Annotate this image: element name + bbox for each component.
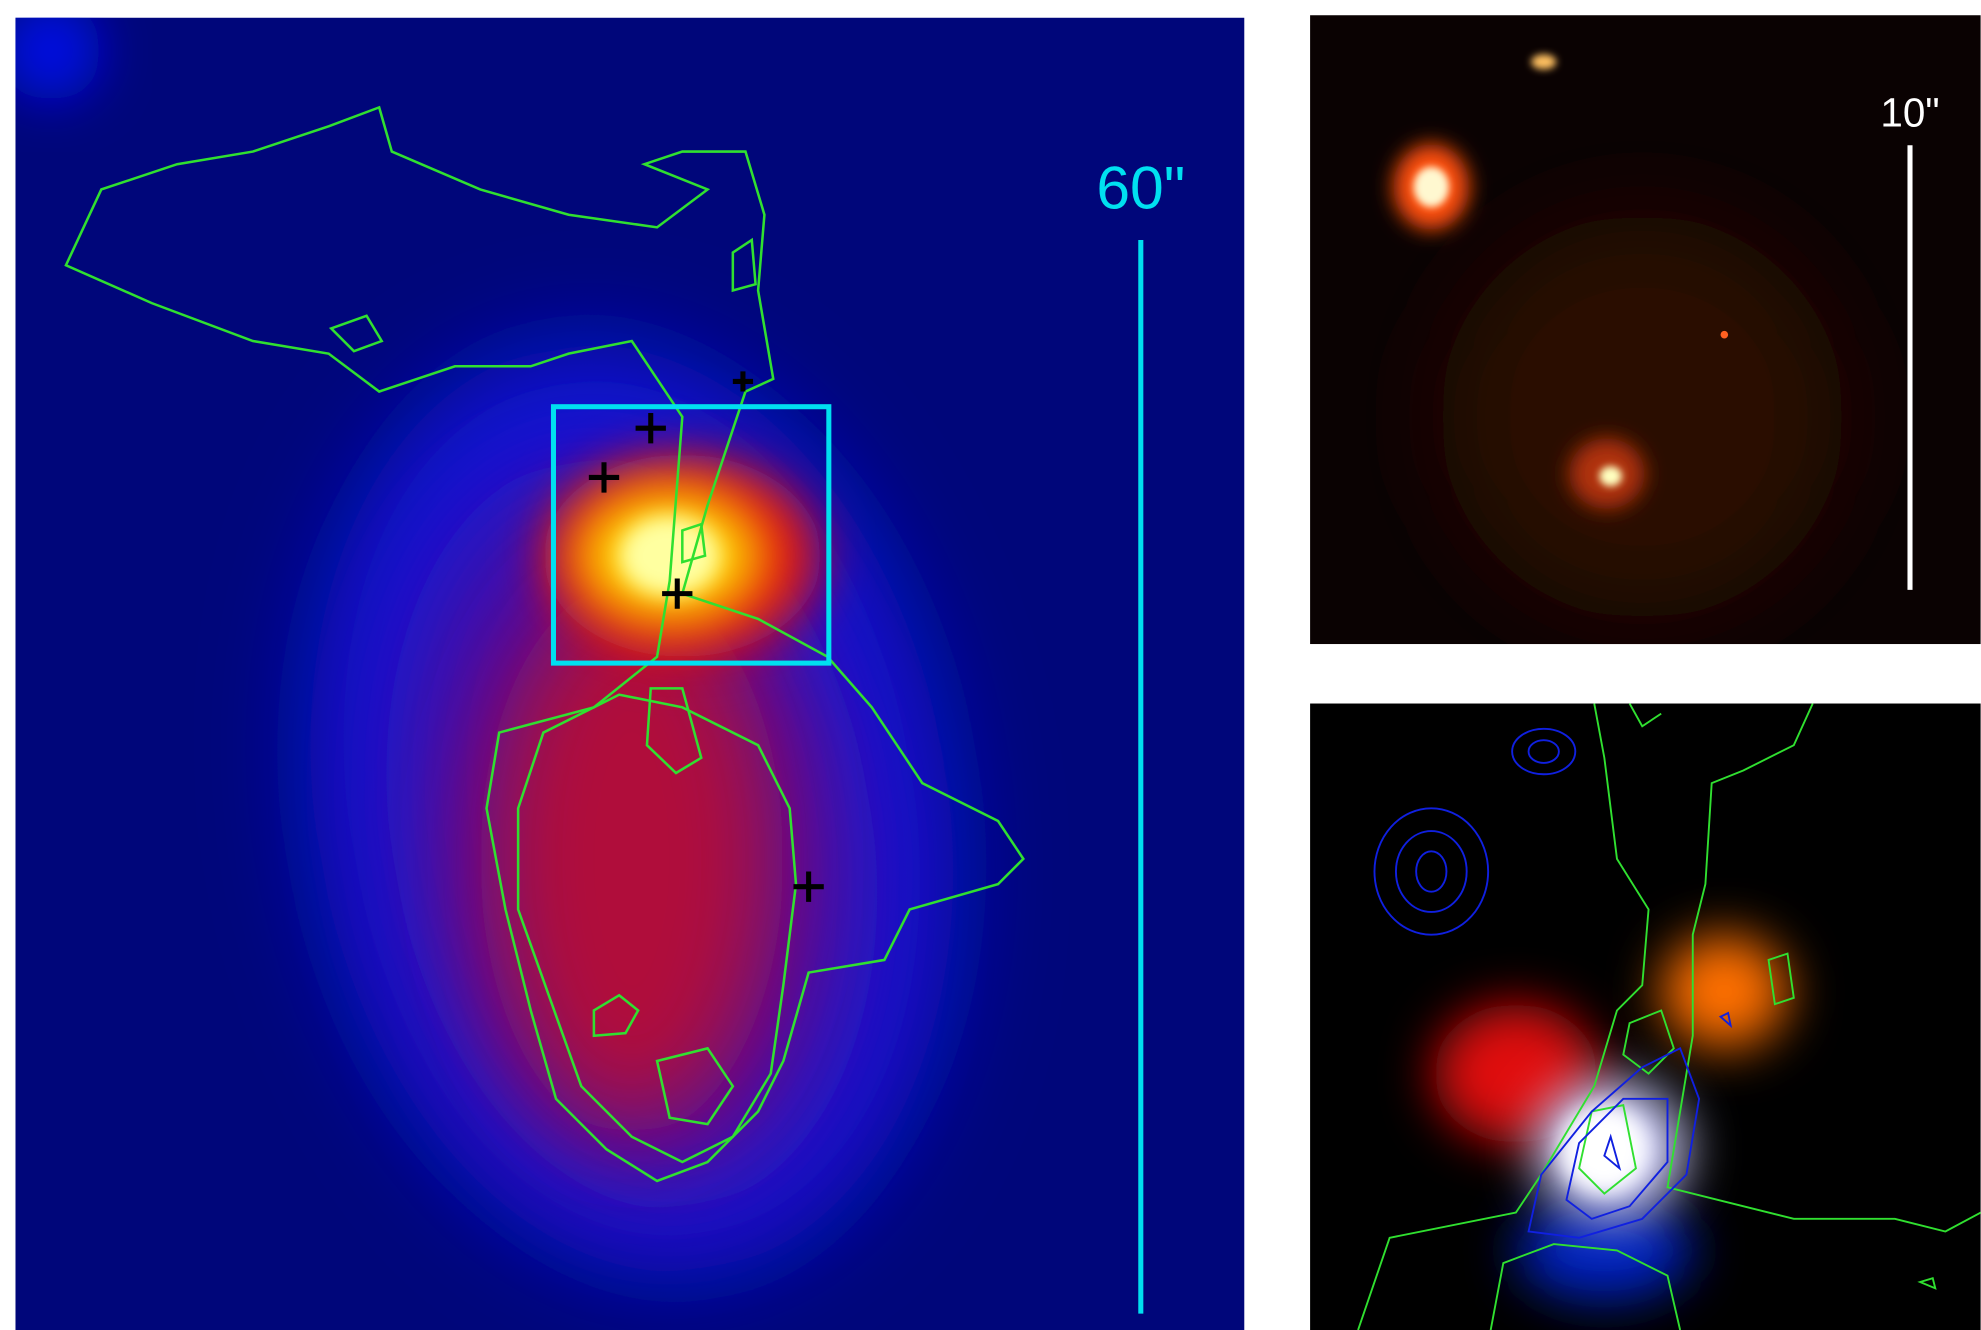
top-right-panel: 10" [1310, 15, 1981, 645]
diffuse-light [1440, 214, 1845, 619]
scale-label: 60" [1096, 153, 1185, 221]
point-source [1720, 330, 1729, 339]
contours [64, 105, 1025, 1183]
galaxy-small [1531, 54, 1557, 70]
orange-blob [1661, 934, 1788, 1049]
scale-label: 10" [1880, 89, 1939, 135]
source-markers [588, 371, 824, 902]
core-white [619, 515, 721, 597]
green-contours [1357, 703, 1981, 1330]
bottom-right-panel [1310, 703, 1981, 1330]
corner-glow [15, 17, 102, 102]
galaxy-core [1413, 166, 1449, 208]
zoom-box [550, 404, 832, 666]
merger-core [1599, 466, 1623, 487]
blue-blob [1515, 1199, 1693, 1301]
blue-contours [1373, 727, 1733, 1239]
left-panel: 60" [15, 17, 1245, 1330]
